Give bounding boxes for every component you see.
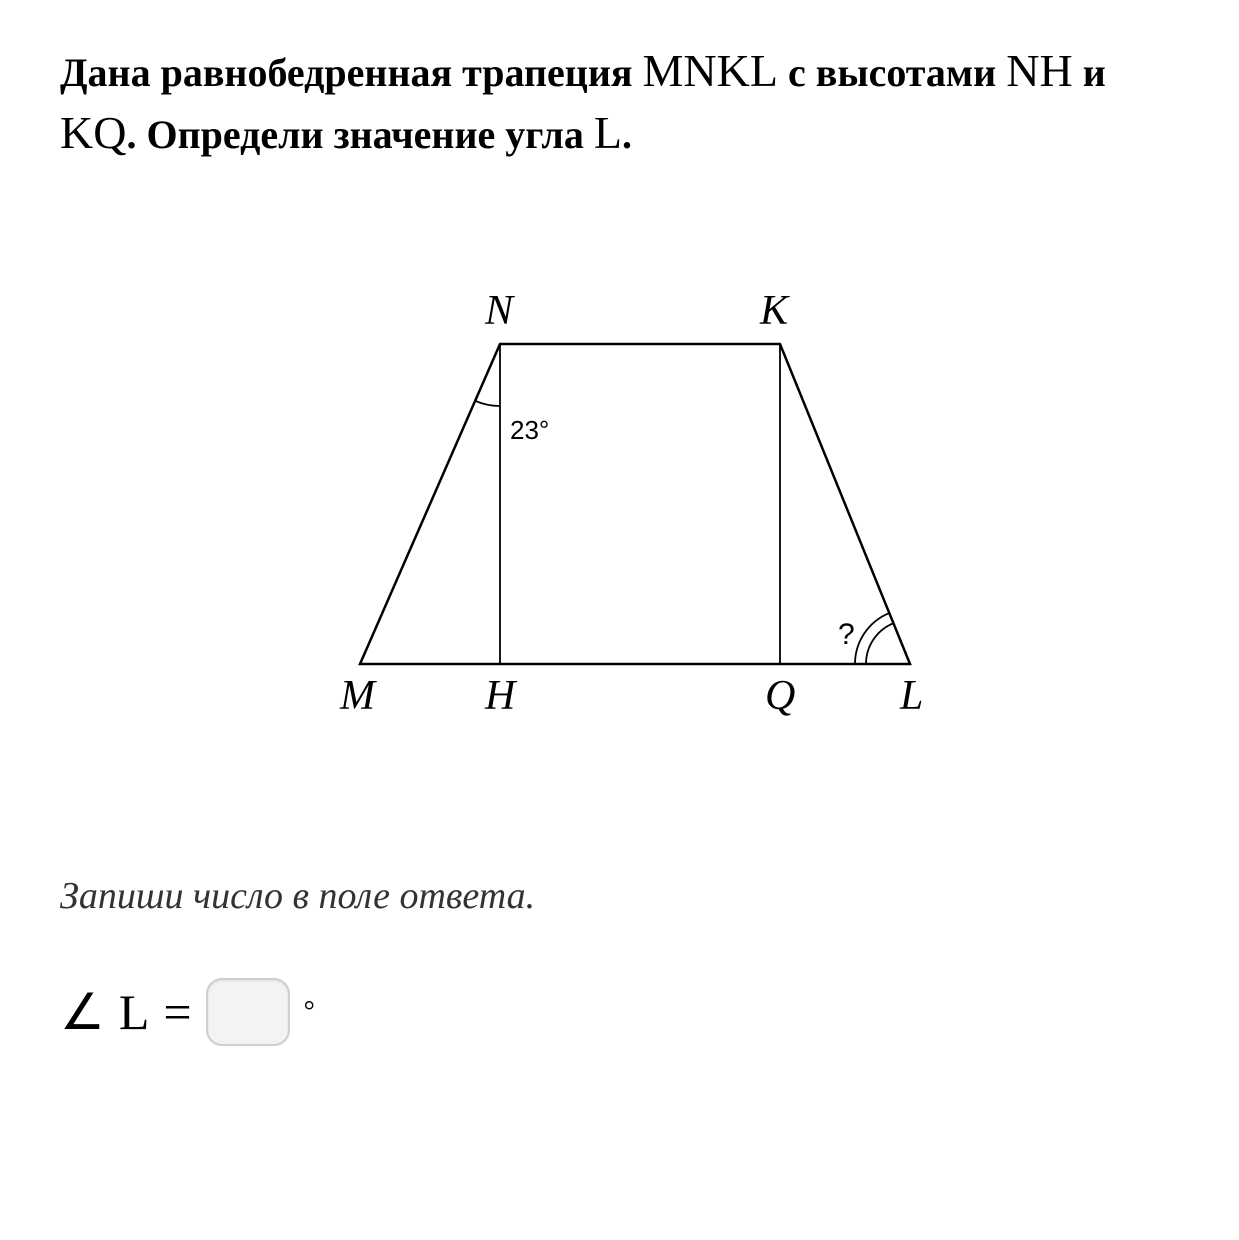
problem-statement: Дана равнобедренная трапеция MNKL с высо…	[60, 40, 1179, 164]
trapezoid-name: MNKL	[643, 45, 778, 96]
text-end: .	[622, 112, 632, 157]
svg-text:N: N	[484, 288, 515, 334]
svg-text:H: H	[484, 673, 518, 719]
svg-text:L: L	[899, 673, 923, 719]
answer-row: ∠L = °	[60, 978, 1179, 1046]
text-and: и	[1083, 50, 1106, 95]
svg-text:?: ?	[838, 618, 855, 651]
angle-symbol: ∠	[60, 983, 105, 1041]
figure-container: 23°? N K M H Q L	[60, 254, 1179, 754]
svg-text:M: M	[339, 673, 377, 719]
equals-sign: =	[163, 983, 191, 1041]
page: Дана равнобедренная трапеция MNKL с высо…	[0, 0, 1239, 1240]
text-part2: с высотами	[788, 50, 996, 95]
hint-text: Запиши число в поле ответа.	[60, 874, 1179, 918]
text-part3: . Определи значение угла	[126, 112, 583, 157]
text-part1: Дана равнобедренная трапеция	[60, 50, 633, 95]
angle-name: L	[594, 107, 622, 158]
answer-angle-label: L	[119, 983, 150, 1041]
svg-text:K: K	[759, 288, 790, 334]
trapezoid-figure: 23°? N K M H Q L	[270, 254, 970, 754]
height2-name: KQ	[60, 107, 126, 158]
svg-text:23°: 23°	[510, 415, 549, 445]
answer-input[interactable]	[206, 978, 290, 1046]
height1-name: NH	[1006, 45, 1072, 96]
degree-symbol: °	[304, 996, 315, 1028]
svg-text:Q: Q	[765, 673, 795, 719]
